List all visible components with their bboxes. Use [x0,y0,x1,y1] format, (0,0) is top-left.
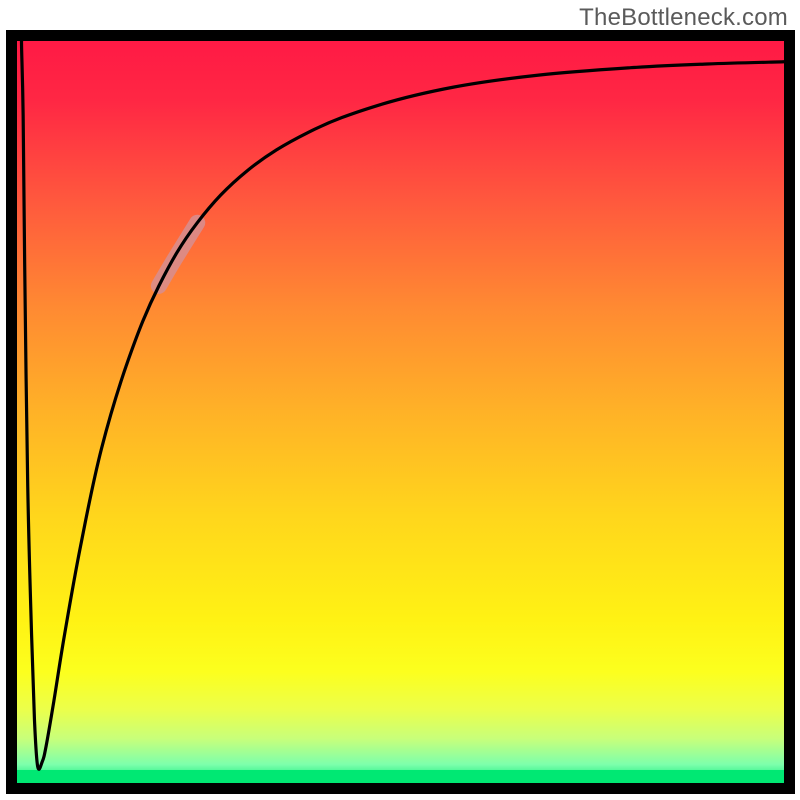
bottleneck-curve [17,41,784,783]
plot-area [17,41,784,783]
main-curve [21,41,784,769]
watermark-text: TheBottleneck.com [579,4,788,32]
chart-container: TheBottleneck.com [0,0,800,800]
